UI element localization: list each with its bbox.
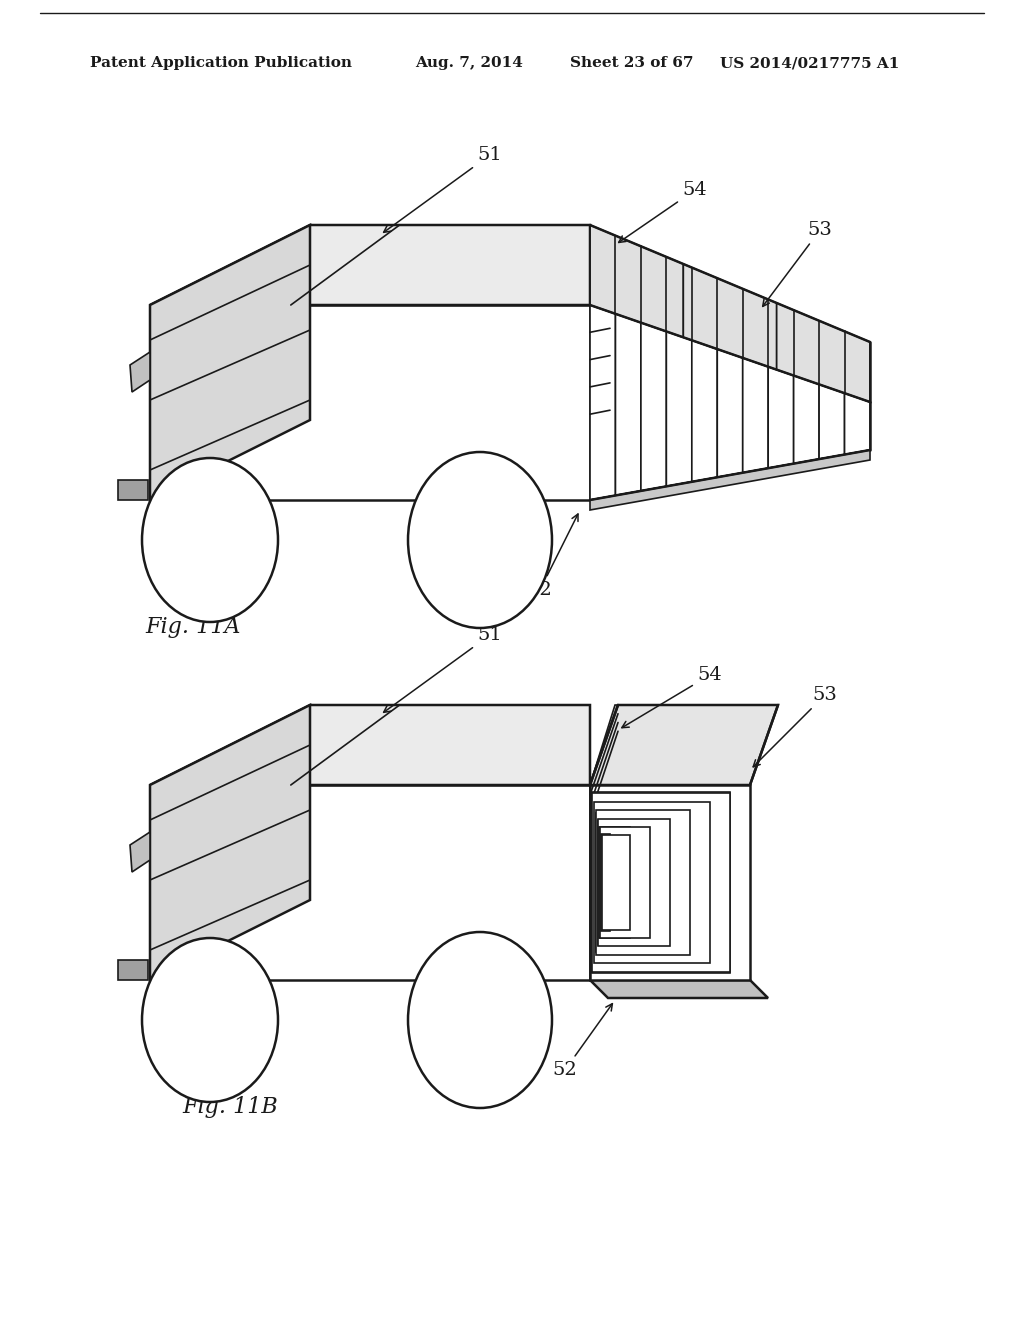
Polygon shape	[150, 705, 310, 979]
Text: 53: 53	[763, 220, 833, 306]
Polygon shape	[594, 801, 710, 964]
Polygon shape	[150, 224, 590, 305]
Polygon shape	[130, 352, 150, 392]
Text: Aug. 7, 2014: Aug. 7, 2014	[415, 57, 523, 70]
Polygon shape	[595, 807, 690, 960]
Polygon shape	[130, 832, 150, 873]
Polygon shape	[150, 705, 590, 785]
Ellipse shape	[142, 458, 278, 622]
Polygon shape	[598, 818, 670, 946]
Text: Fig. 11A: Fig. 11A	[145, 616, 241, 638]
Ellipse shape	[142, 939, 278, 1102]
Text: 52: 52	[553, 1003, 612, 1078]
Polygon shape	[742, 358, 768, 473]
Polygon shape	[150, 224, 310, 500]
Text: 52: 52	[527, 513, 578, 599]
Polygon shape	[683, 264, 776, 370]
Text: 54: 54	[622, 667, 722, 727]
Polygon shape	[776, 304, 870, 403]
Polygon shape	[590, 785, 750, 979]
Text: 53: 53	[754, 686, 838, 767]
Ellipse shape	[408, 451, 552, 628]
Polygon shape	[602, 836, 630, 929]
Polygon shape	[794, 376, 819, 463]
Polygon shape	[590, 705, 775, 785]
Polygon shape	[600, 834, 610, 931]
Polygon shape	[118, 480, 148, 500]
Text: 51: 51	[384, 147, 503, 232]
Polygon shape	[590, 979, 768, 998]
Polygon shape	[590, 305, 615, 500]
Polygon shape	[590, 450, 870, 510]
Ellipse shape	[408, 932, 552, 1107]
Polygon shape	[596, 810, 690, 954]
Polygon shape	[600, 828, 650, 939]
Polygon shape	[592, 792, 730, 973]
Polygon shape	[615, 314, 641, 495]
Polygon shape	[590, 224, 683, 338]
Polygon shape	[599, 828, 630, 939]
Polygon shape	[590, 785, 750, 979]
Polygon shape	[150, 305, 590, 500]
Polygon shape	[597, 820, 650, 945]
Text: 54: 54	[618, 181, 708, 243]
Polygon shape	[118, 960, 148, 979]
Text: US 2014/0217775 A1: US 2014/0217775 A1	[720, 57, 899, 70]
Text: 51: 51	[384, 626, 503, 713]
Polygon shape	[150, 785, 590, 979]
Polygon shape	[596, 813, 670, 952]
Polygon shape	[819, 384, 845, 459]
Polygon shape	[592, 793, 730, 972]
Polygon shape	[717, 348, 742, 478]
Text: Patent Application Publication: Patent Application Publication	[90, 57, 352, 70]
Text: Sheet 23 of 67: Sheet 23 of 67	[570, 57, 693, 70]
Polygon shape	[768, 367, 794, 469]
Polygon shape	[692, 341, 717, 482]
Polygon shape	[590, 705, 778, 785]
Polygon shape	[641, 322, 667, 491]
Text: Fig. 11B: Fig. 11B	[182, 1096, 278, 1118]
Polygon shape	[845, 393, 870, 454]
Polygon shape	[593, 799, 710, 966]
Polygon shape	[667, 331, 692, 486]
